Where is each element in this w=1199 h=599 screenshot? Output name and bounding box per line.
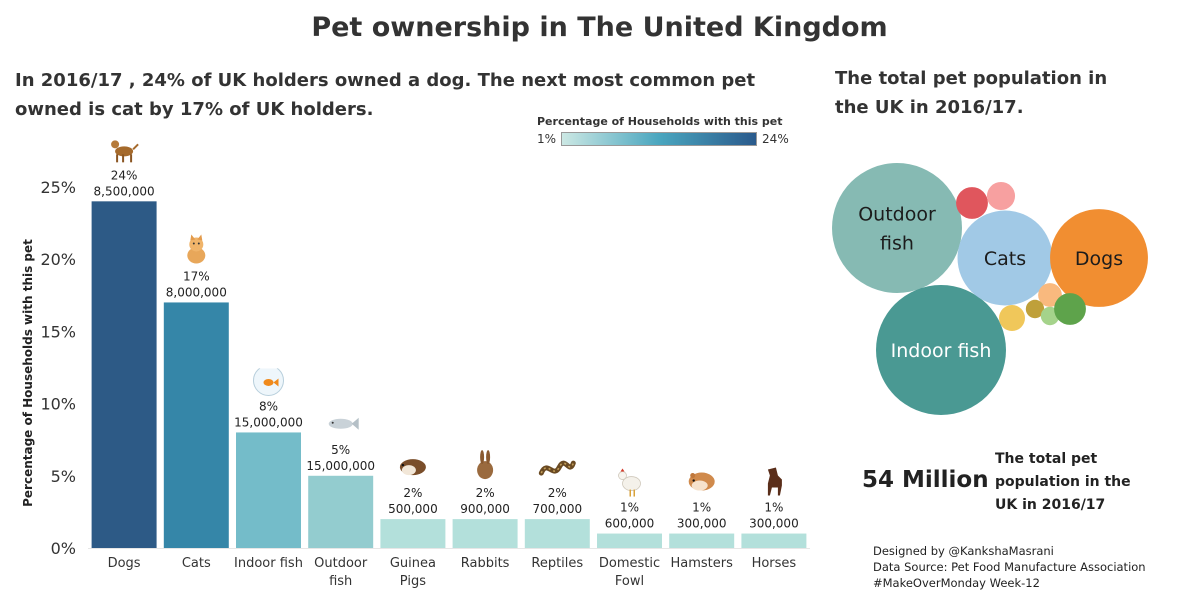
bubble-9: [1025, 299, 1045, 319]
dog-icon: [111, 140, 139, 163]
x-tick-label: Pigs: [400, 574, 426, 589]
x-tick-label: fish: [329, 574, 352, 589]
legend-gradient: [561, 132, 758, 146]
bar-1: [91, 201, 157, 548]
bar-percent-label: 2%: [403, 486, 422, 500]
bar-population-label: 8,000,000: [166, 285, 227, 299]
guinea-pig-icon: [399, 459, 426, 476]
y-tick-label: 15%: [40, 322, 76, 341]
bar-chart: Percentage of Households with this pet 0%…: [21, 140, 810, 589]
x-tick-label: Domestic: [599, 556, 660, 571]
y-axis-title: Percentage of Households with this pet: [21, 239, 35, 507]
fish-icon: [328, 417, 359, 430]
bubble-5: [956, 187, 988, 219]
bubble-3: [957, 210, 1053, 306]
bubble-7: [999, 305, 1025, 331]
bar-5: [380, 519, 446, 548]
bar-population-label: 15,000,000: [306, 459, 375, 473]
color-legend: Percentage of Households with this pet 1…: [537, 115, 797, 146]
bar-population-label: 600,000: [605, 517, 655, 531]
x-tick-label: Rabbits: [461, 556, 510, 571]
bubble-label: Cats: [984, 248, 1026, 270]
bar-population-label: 900,000: [460, 502, 510, 516]
bar-population-label: 700,000: [532, 502, 582, 516]
bar-percent-label: 17%: [183, 269, 210, 283]
y-tick-label: 0%: [51, 539, 76, 558]
bubble-chart: Outdoor fish Indoor fish Cats Dogs: [832, 163, 1148, 415]
x-tick-label: Indoor fish: [234, 556, 303, 571]
credit-designer: Designed by @KankshaMasrani: [873, 544, 1054, 558]
y-tick-label: 25%: [40, 178, 76, 197]
y-tick-label: 5%: [51, 467, 76, 486]
bar-percent-label: 5%: [331, 443, 350, 457]
credit-tag: #MakeOverMonday Week-12: [873, 576, 1040, 590]
bar-9: [669, 533, 735, 548]
x-tick-label: Guinea: [390, 556, 436, 571]
bubble-4: [1050, 209, 1148, 307]
x-tick-label: Hamsters: [670, 556, 733, 571]
bar-population-label: 8,500,000: [94, 184, 155, 198]
bar-2: [163, 302, 229, 548]
snake-icon: [538, 460, 576, 476]
bubble-8: [1038, 283, 1062, 307]
bar-8: [597, 533, 662, 548]
x-tick-label: Outdoor: [314, 556, 368, 571]
bar-population-label: 500,000: [388, 502, 438, 516]
legend-title: Percentage of Households with this pet: [537, 115, 783, 128]
bar-percent-label: 1%: [764, 501, 783, 515]
bar-percent-label: 2%: [548, 486, 567, 500]
total-population-number: 54 Million: [862, 467, 989, 493]
bubble-1: [832, 163, 962, 293]
bar-population-label: 300,000: [677, 517, 727, 531]
bar-percent-label: 2%: [476, 486, 495, 500]
bar-4: [308, 475, 374, 548]
bar-percent-label: 1%: [692, 501, 711, 515]
bar-percent-label: 8%: [259, 399, 278, 413]
bubble-label: Indoor fish: [891, 340, 992, 362]
bubble-label: fish: [880, 233, 914, 255]
total-population-label: The total pet population in the UK in 20…: [995, 451, 1131, 513]
x-tick-label: Fowl: [615, 574, 644, 589]
cat-icon: [187, 234, 206, 264]
bubble-label: Dogs: [1075, 248, 1123, 270]
y-tick-label: 10%: [40, 395, 76, 414]
bar-6: [452, 519, 518, 548]
bar-10: [741, 533, 807, 548]
x-tick-label: Horses: [752, 556, 797, 571]
right-subtitle: The total pet population in the UK in 20…: [835, 68, 1108, 118]
bar-7: [524, 519, 590, 548]
legend-min-label: 1%: [537, 132, 557, 146]
goldfish-bowl-icon: [253, 364, 284, 396]
bubble-label: Outdoor: [858, 204, 936, 226]
bar-3: [236, 432, 301, 548]
bar-percent-label: 24%: [111, 168, 138, 182]
legend-max-label: 24%: [762, 132, 789, 146]
bubble-11: [1054, 293, 1086, 325]
horse-icon: [767, 467, 782, 496]
hamster-icon: [688, 472, 715, 491]
x-tick-label: Cats: [182, 556, 211, 571]
bar-percent-label: 1%: [620, 501, 639, 515]
bubble-2: [876, 285, 1006, 415]
credits: Designed by @KankshaMasrani Data Source:…: [873, 543, 1146, 591]
x-tick-label: Reptiles: [531, 556, 583, 571]
bar-population-label: 15,000,000: [234, 415, 303, 429]
left-subtitle: In 2016/17 , 24% of UK holders owned a d…: [15, 70, 756, 120]
x-tick-label: Dogs: [108, 556, 141, 571]
credit-source: Data Source: Pet Food Manufacture Associ…: [873, 560, 1146, 574]
y-tick-label: 20%: [40, 250, 76, 269]
chart-title: Pet ownership in The United Kingdom: [311, 12, 888, 43]
bubble-6: [986, 181, 1016, 211]
rabbit-icon: [477, 450, 494, 480]
bar-population-label: 300,000: [749, 517, 799, 531]
chicken-icon: [618, 468, 641, 497]
